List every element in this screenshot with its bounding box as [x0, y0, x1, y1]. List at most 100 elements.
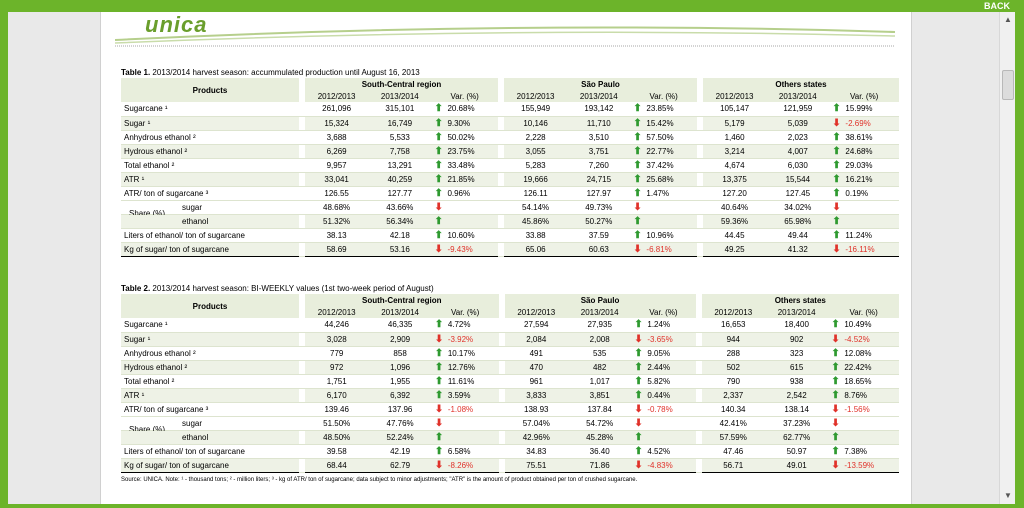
arrow-up-icon: ⬆	[434, 389, 444, 401]
region-header: São Paulo	[503, 78, 697, 90]
cell-2013-2014: 127.45	[766, 186, 830, 201]
var-value: 22.42%	[844, 362, 872, 372]
scroll-down-icon[interactable]: ▼	[1004, 491, 1012, 500]
column-spacer	[498, 430, 505, 445]
column-spacer	[299, 458, 305, 473]
cell-2012-2013: 57.59%	[701, 430, 765, 445]
cell-var: ⬆	[431, 214, 498, 229]
cell-var: ⬆ 11.61%	[431, 374, 499, 389]
column-spacer	[299, 228, 305, 243]
column-spacer	[695, 346, 702, 361]
var-value: -4.52%	[844, 334, 870, 344]
cell-2013-2014: 1,096	[368, 360, 432, 375]
col-header-2012-2013: 2012/2013	[504, 306, 568, 318]
column-spacer	[696, 102, 703, 117]
cell-2012-2013: 15,324	[305, 116, 369, 131]
cell-2012-2013: 51.50%	[305, 416, 369, 431]
arrow-down-icon: ⬇	[434, 403, 444, 415]
cell-2012-2013: 5,179	[702, 116, 767, 131]
cell-2012-2013: 9,957	[305, 158, 369, 173]
col-header-var: Var. (%)	[829, 90, 899, 102]
arrow-up-icon: ⬆	[832, 187, 841, 199]
cell-var: ⬆ 5.82%	[631, 374, 696, 389]
cell-2012-2013: 39.58	[305, 444, 369, 459]
cell-2012-2013: 58.69	[305, 242, 369, 257]
cell-2013-2014: 49.73%	[567, 200, 631, 215]
cell-var: ⬆ 23.75%	[431, 144, 498, 159]
var-value: 11.24%	[845, 230, 872, 240]
share-row-sugar: Share (%) sugar 51.50% 47.76% ⬇ 57.04% 54.72% ⬇…	[121, 416, 899, 434]
var-value: -4.83%	[647, 460, 673, 470]
column-spacer	[696, 214, 703, 229]
cell-var: ⬆ 25.68%	[630, 172, 697, 187]
cell-var: ⬆	[630, 214, 697, 229]
cell-2013-2014: 50.27%	[567, 214, 631, 229]
column-spacer	[695, 374, 702, 389]
var-value: -13.59%	[844, 460, 875, 470]
cell-var: ⬆ 33.48%	[431, 158, 498, 173]
column-spacer	[497, 158, 504, 173]
row-label: Sugar ¹	[121, 332, 299, 347]
cell-2012-2013: 491	[504, 346, 568, 361]
var-value: 0.96%	[447, 188, 471, 198]
arrow-up-icon: ⬆	[633, 117, 642, 129]
cell-2012-2013: 288	[701, 346, 765, 361]
cell-var: ⬇	[630, 200, 697, 215]
scrollbar-thumb[interactable]	[1002, 70, 1014, 100]
var-value: -6.81%	[646, 244, 672, 254]
column-spacer	[299, 116, 305, 131]
arrow-down-icon: ⬇	[634, 403, 643, 415]
cell-var: ⬆ 7.38%	[828, 444, 899, 459]
col-header-var: Var. (%)	[630, 90, 697, 102]
cell-2013-2014: 6,030	[766, 158, 830, 173]
cell-2013-2014: 11,710	[567, 116, 631, 131]
cell-2013-2014: 24,715	[567, 172, 631, 187]
logo-swoosh-decoration	[115, 26, 896, 47]
col-header-2012-2013: 2012/2013	[305, 90, 369, 102]
cell-2013-2014: 127.77	[368, 186, 432, 201]
cell-var: ⬆ 22.77%	[630, 144, 697, 159]
cell-2012-2013: 34.83	[504, 444, 568, 459]
cell-2012-2013: 2,084	[504, 332, 568, 347]
cell-var: ⬆ 15.42%	[630, 116, 697, 131]
back-link[interactable]: BACK	[984, 1, 1010, 11]
cell-2013-2014: 2,909	[368, 332, 432, 347]
var-value: 11.61%	[447, 376, 475, 386]
col-header-var: Var. (%)	[631, 306, 696, 318]
cell-var: ⬇ -3.92%	[431, 332, 499, 347]
column-spacer	[696, 228, 703, 243]
cell-2012-2013: 48.68%	[305, 200, 369, 215]
var-value: 25.68%	[646, 174, 674, 184]
column-spacer	[695, 402, 702, 417]
column-spacer	[498, 416, 505, 431]
column-spacer	[299, 416, 305, 431]
cell-var: ⬆ 23.85%	[630, 102, 697, 117]
source-note: Source: UNICA. Note: ¹ - thousand tons; …	[121, 477, 638, 483]
cell-var: ⬇ -1.56%	[828, 402, 899, 417]
table1-title: Table 1. 2013/2014 harvest season: accum…	[121, 68, 420, 77]
var-value: 50.02%	[447, 132, 475, 142]
column-spacer	[299, 388, 305, 403]
cell-var: ⬆ 29.03%	[829, 158, 899, 173]
arrow-down-icon: ⬇	[831, 459, 840, 471]
column-spacer	[497, 200, 504, 215]
arrow-up-icon: ⬆	[832, 173, 841, 185]
var-value: 9.05%	[647, 348, 671, 358]
arrow-down-icon: ⬇	[831, 333, 840, 345]
row-label: Kg of sugar/ ton of sugarcane	[121, 242, 299, 257]
cell-2012-2013: 139.46	[305, 402, 369, 417]
cell-2013-2014: 137.84	[567, 402, 632, 417]
var-value: 29.03%	[845, 160, 873, 170]
arrow-down-icon: ⬇	[634, 333, 643, 345]
scroll-up-icon[interactable]: ▲	[1004, 15, 1012, 24]
column-spacer	[497, 130, 504, 145]
vertical-scrollbar[interactable]: ▲ ▼	[999, 12, 1015, 504]
table-row: ATR/ ton of sugarcane ³ 126.55 127.77 ⬆ 0.96…	[121, 186, 899, 201]
cell-2013-2014: 27,935	[567, 318, 632, 333]
col-header-2012-2013: 2012/2013	[503, 90, 568, 102]
cell-var: ⬇ -8.26%	[431, 458, 499, 473]
column-spacer	[299, 214, 305, 229]
table-row: Anhydrous ethanol ² 779 858 ⬆ 10.17% 491 535 ⬆ 9…	[121, 346, 899, 361]
arrow-up-icon: ⬆	[633, 215, 642, 227]
region-header: South-Central region	[305, 294, 499, 306]
